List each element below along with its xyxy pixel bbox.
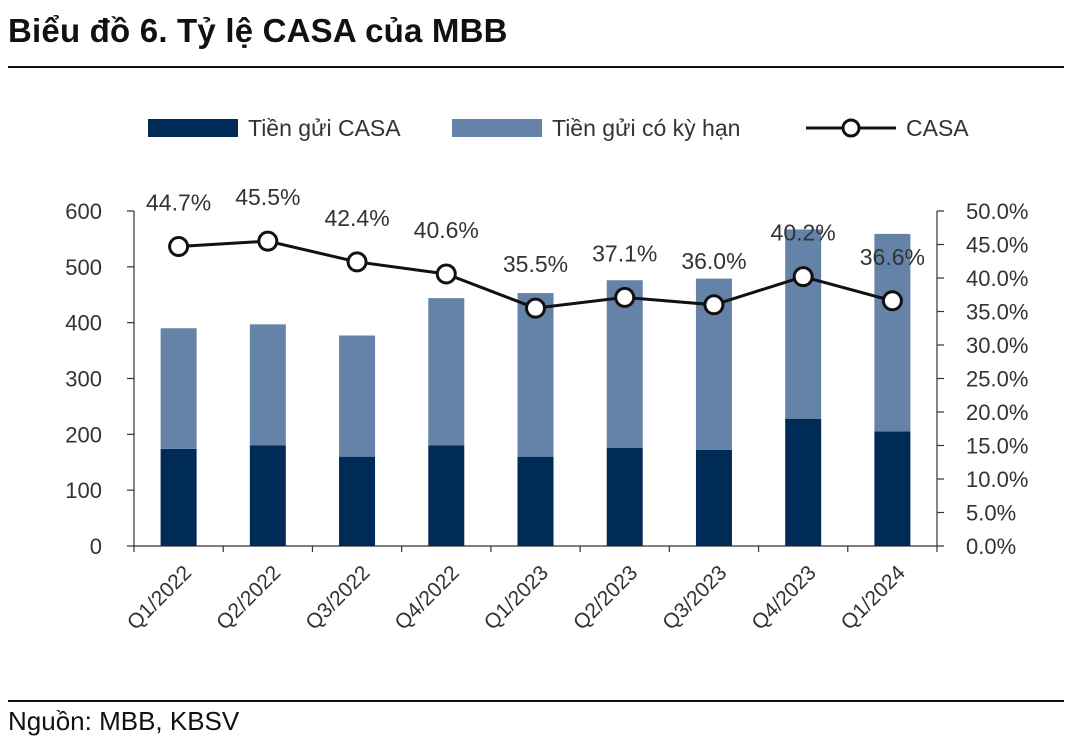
left-tick-label: 300 — [65, 367, 102, 392]
casa-ratio-point — [168, 236, 190, 258]
legend-label-line: CASA — [906, 115, 969, 141]
bar-term-deposit — [785, 229, 822, 419]
title-divider — [8, 66, 1064, 68]
casa-ratio-point — [346, 251, 368, 273]
bar-casa-deposit — [339, 456, 376, 546]
casa-ratio-point — [525, 297, 546, 319]
bar-term-deposit — [874, 233, 911, 432]
legend-swatch-casa — [148, 119, 238, 137]
right-tick-label: 45.0% — [966, 233, 1028, 258]
bar-casa-deposit — [428, 445, 465, 546]
right-tick-label: 30.0% — [966, 333, 1028, 358]
legend-swatch-marker — [841, 118, 861, 138]
casa-ratio-point — [257, 230, 279, 252]
right-tick-label: 15.0% — [966, 434, 1028, 459]
x-category-label: Q1/2022 — [123, 561, 196, 634]
chart-title: Biểu đồ 6. Tỷ lệ CASA của MBB — [8, 12, 508, 49]
left-tick-label: 400 — [65, 311, 102, 336]
casa-ratio-point — [435, 263, 457, 285]
right-tick-label: 10.0% — [966, 467, 1028, 492]
casa-ratio-point — [792, 266, 814, 288]
bar-term-deposit — [249, 324, 286, 446]
left-tick-label: 200 — [65, 422, 102, 447]
x-category-label: Q2/2022 — [212, 561, 285, 634]
bar-casa-deposit — [785, 418, 822, 546]
bar-casa-deposit — [874, 431, 911, 546]
casa-ratio-label: 35.5% — [503, 251, 568, 277]
casa-ratio-label: 40.6% — [414, 217, 479, 243]
left-tick-label: 100 — [65, 478, 102, 503]
right-tick-label: 20.0% — [966, 400, 1028, 425]
right-tick-label: 0.0% — [966, 534, 1016, 559]
source-note: Nguồn: MBB, KBSV — [8, 706, 240, 736]
bar-term-deposit — [160, 328, 197, 449]
casa-ratio-label: 36.0% — [681, 248, 746, 274]
right-tick-label: 25.0% — [966, 367, 1028, 392]
casa-ratio-label: 42.4% — [324, 205, 389, 231]
casa-ratio-point — [614, 286, 636, 308]
left-tick-label: 0 — [90, 534, 102, 559]
bar-casa-deposit — [160, 448, 197, 546]
bar-term-deposit — [606, 280, 643, 448]
x-category-label: Q1/2023 — [480, 561, 553, 634]
bar-term-deposit — [339, 335, 376, 457]
x-category-label: Q2/2023 — [569, 561, 642, 634]
right-tick-label: 50.0% — [966, 199, 1028, 224]
casa-ratio-label: 44.7% — [146, 190, 211, 216]
x-category-label: Q3/2023 — [658, 561, 731, 634]
casa-ratio-label: 36.6% — [860, 244, 925, 270]
left-tick-label: 600 — [65, 199, 102, 224]
casa-ratio-point — [881, 290, 903, 312]
left-tick-label: 500 — [65, 255, 102, 280]
bar-casa-deposit — [606, 447, 643, 546]
x-category-label: Q1/2024 — [837, 561, 910, 634]
casa-ratio-label: 40.2% — [771, 220, 836, 246]
right-tick-label: 40.0% — [966, 266, 1028, 291]
casa-ratio-point — [703, 294, 725, 316]
footer-divider — [8, 700, 1064, 702]
bar-term-deposit — [428, 298, 465, 446]
bar-casa-deposit — [517, 456, 554, 546]
right-tick-label: 5.0% — [966, 501, 1016, 526]
right-tick-label: 35.0% — [966, 300, 1028, 325]
x-category-label: Q4/2023 — [747, 561, 820, 634]
casa-ratio-label: 37.1% — [592, 240, 657, 266]
legend-label-casa: Tiền gửi CASA — [248, 115, 401, 141]
legend-swatch-term — [452, 119, 542, 137]
casa-ratio-label: 45.5% — [235, 184, 300, 210]
casa-chart: 0 100 200 300 400 500 600 0.0% 5.0% 10.0% 15.0% 20.… — [65, 115, 1028, 635]
bar-casa-deposit — [695, 449, 732, 546]
bar-casa-deposit — [249, 445, 286, 546]
legend-label-term: Tiền gửi có kỳ hạn — [552, 115, 740, 141]
x-category-label: Q4/2022 — [391, 561, 464, 634]
x-category-label: Q3/2022 — [301, 561, 374, 634]
bar-term-deposit — [517, 293, 554, 457]
